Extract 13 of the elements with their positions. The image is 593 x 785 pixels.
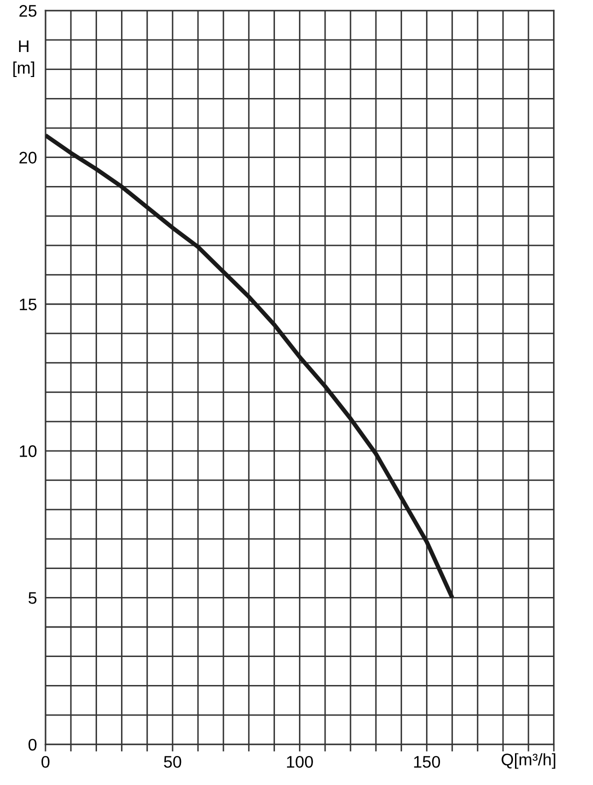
x-tick-label: 150 <box>414 756 440 768</box>
y-tick-label: 15 <box>20 298 36 310</box>
y-tick-label: 25 <box>19 5 36 17</box>
y-tick-label: 5 <box>28 592 36 604</box>
x-axis-title: Q[m³/h] <box>502 753 556 769</box>
x-tick-label: 100 <box>287 756 313 768</box>
x-tick-label: 50 <box>164 756 182 768</box>
y-tick-label: 0 <box>28 738 36 751</box>
x-tick-label: 0 <box>42 756 50 768</box>
y-tick-label: 10 <box>20 445 36 458</box>
y-tick-label: 20 <box>19 152 36 164</box>
line-series <box>45 133 454 600</box>
y-axis-title: H [m] <box>13 40 34 78</box>
